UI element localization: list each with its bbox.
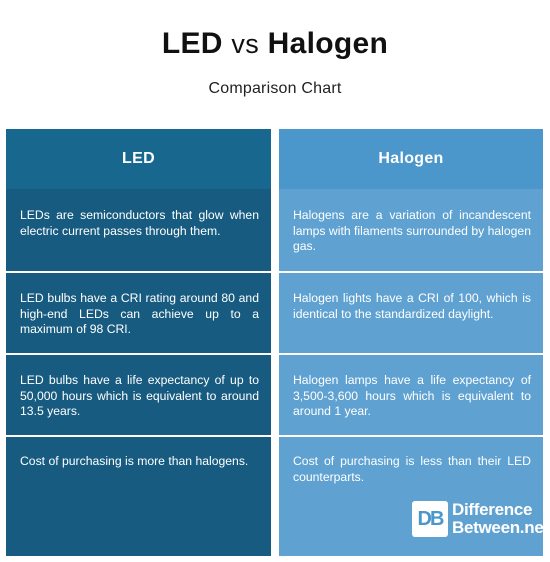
logo-line-2: Between.net	[452, 518, 549, 537]
halogen-column: Halogen Halogens are a variation of inca…	[279, 129, 543, 556]
page-title: LED vs Halogen	[0, 26, 550, 62]
logo-line-1: Difference	[452, 500, 533, 519]
led-row-2: LED bulbs have a CRI rating around 80 an…	[20, 291, 259, 336]
title-led: LED	[161, 27, 223, 60]
site-logo: DB Difference Between.net	[412, 497, 549, 541]
page-subtitle: Comparison Chart	[208, 80, 342, 97]
title-vs: vs	[231, 29, 260, 59]
halogen-row-1: Halogens are a variation of incandescent…	[293, 208, 531, 253]
halogen-column-header: Halogen	[279, 129, 543, 189]
row-divider	[279, 271, 543, 273]
logo-mark-icon: DB	[412, 501, 448, 537]
row-divider	[6, 353, 271, 355]
led-column-header: LED	[6, 129, 271, 189]
led-row-4: Cost of purchasing is more than halogens…	[20, 454, 249, 468]
halogen-row-2: Halogen lights have a CRI of 100, which …	[293, 291, 531, 321]
row-divider	[6, 435, 271, 437]
row-divider	[279, 353, 543, 355]
led-row-1: LEDs are semiconductors that glow when e…	[20, 208, 259, 238]
logo-text: Difference Between.net	[452, 501, 549, 537]
title-block: LED vs Halogen	[0, 26, 550, 62]
title-halogen: Halogen	[267, 27, 389, 60]
halogen-row-3: Halogen lamps have a life expectancy of …	[293, 373, 531, 418]
led-row-3: LED bulbs have a life expectancy of up t…	[20, 373, 259, 418]
row-divider	[6, 271, 271, 273]
row-divider	[279, 435, 543, 437]
halogen-row-4: Cost of purchasing is less than their LE…	[293, 454, 531, 484]
led-column: LED LEDs are semiconductors that glow wh…	[6, 129, 271, 556]
